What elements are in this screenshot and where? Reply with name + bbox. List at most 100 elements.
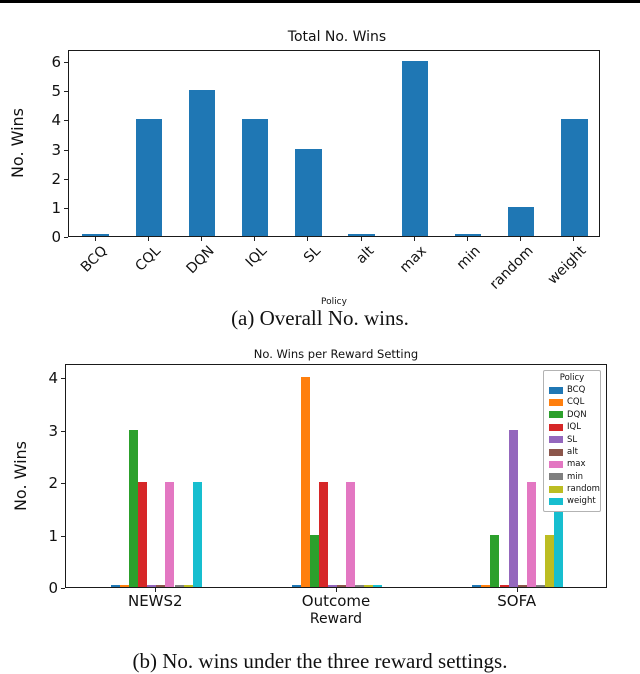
x-tick-label: weight [545, 243, 590, 288]
x-tick-label: Outcome [301, 592, 371, 610]
bar-Outcome-CQL [300, 377, 310, 587]
legend-label: SL [567, 434, 578, 445]
bar-Outcome-alt [337, 585, 347, 587]
legend-swatch-CQL [549, 399, 563, 407]
bar-SOFA-SL [508, 429, 518, 587]
bar-min [454, 234, 482, 236]
bar-NEWS2-random [183, 585, 193, 587]
x-tick-mark [147, 237, 149, 241]
y-tick-label: 6 [51, 53, 61, 71]
legend-label: alt [567, 446, 578, 457]
bar-NEWS2-max [165, 482, 175, 587]
legend-row: SL [544, 434, 600, 446]
bar-random [507, 206, 535, 236]
top-rule [0, 0, 640, 3]
bar-SOFA-CQL [481, 585, 491, 587]
x-tick-mark [155, 588, 157, 592]
y-tick-label: 0 [51, 228, 61, 246]
legend-swatch-alt [549, 448, 563, 456]
chart-b-plot-area [65, 364, 607, 588]
bar-Outcome-max [346, 482, 356, 587]
bar-Outcome-DQN [309, 534, 319, 587]
x-tick-mark [360, 237, 362, 241]
y-tick-mark [64, 91, 68, 93]
y-tick-label: 0 [48, 579, 58, 597]
bar-NEWS2-alt [156, 585, 166, 587]
legend-row: min [544, 471, 600, 483]
bar-NEWS2-CQL [119, 585, 129, 587]
x-tick-label: CQL [132, 243, 165, 275]
bar-NEWS2-weight [192, 482, 202, 587]
x-tick-mark [336, 588, 337, 592]
x-tick-label: BCQ [78, 243, 111, 276]
y-tick-mark [64, 237, 68, 238]
y-tick-label: 5 [51, 82, 61, 101]
bar-Outcome-SL [327, 585, 337, 587]
y-tick-label: 3 [51, 140, 61, 159]
y-tick-mark [61, 378, 65, 379]
legend-title: Policy [559, 373, 585, 383]
chart-a-plot-area [68, 50, 600, 237]
legend-label: min [567, 471, 584, 482]
legend-label: max [567, 459, 586, 470]
chart-b-xlabel: Reward [309, 611, 363, 627]
bar-CQL [135, 119, 163, 236]
y-tick-mark [61, 535, 65, 537]
y-tick-label: 3 [48, 421, 58, 440]
legend-swatch-random [549, 485, 563, 493]
bar-Outcome-BCQ [291, 585, 301, 587]
x-tick-label: max [397, 243, 431, 276]
x-tick-label: IQL [242, 243, 271, 271]
y-tick-mark [64, 62, 68, 63]
legend-row: IQL [544, 421, 600, 433]
bar-NEWS2-DQN [129, 429, 139, 587]
x-tick-mark [413, 237, 415, 241]
y-tick-label: 1 [51, 198, 61, 217]
bar-SOFA-alt [517, 585, 527, 587]
bar-Outcome-random [364, 585, 374, 587]
legend-label: CQL [567, 397, 585, 408]
legend-label: weight [567, 496, 596, 507]
y-tick-mark [61, 483, 65, 484]
bar-SOFA-min [535, 585, 545, 587]
x-tick-mark [201, 237, 202, 241]
legend-label: BCQ [567, 384, 586, 395]
y-tick-label: 1 [48, 526, 58, 545]
y-tick-mark [61, 588, 65, 589]
bar-IQL [241, 119, 269, 236]
bar-SOFA-max [526, 482, 536, 587]
legend-label: random [567, 484, 600, 495]
legend-row: BCQ [544, 384, 600, 396]
legend-swatch-weight [549, 498, 563, 506]
chart-a-xlabel: Policy [321, 297, 347, 307]
x-tick-mark [94, 237, 96, 241]
x-tick-mark [307, 237, 309, 241]
x-tick-mark [467, 237, 468, 241]
x-tick-label: random [486, 243, 537, 293]
x-tick-mark [516, 588, 518, 592]
chart-a-title: Total No. Wins [287, 29, 387, 45]
bar-NEWS2-SL [147, 585, 157, 587]
y-tick-label: 2 [51, 169, 61, 188]
bar-Outcome-weight [373, 585, 383, 587]
legend-swatch-max [549, 461, 563, 469]
x-tick-label: min [453, 243, 484, 273]
legend-label: DQN [567, 409, 587, 420]
x-tick-label: SL [300, 243, 324, 267]
legend-swatch-IQL [549, 423, 563, 431]
legend-swatch-min [549, 473, 563, 481]
chart-b-title: No. Wins per Reward Setting [253, 347, 419, 361]
legend-row: max [544, 458, 600, 470]
bar-BCQ [82, 234, 109, 236]
bar-SOFA-IQL [499, 585, 509, 587]
bar-NEWS2-min [174, 585, 184, 587]
y-tick-label: 4 [51, 111, 61, 130]
legend-label: IQL [567, 422, 581, 433]
x-tick-label: alt [352, 243, 377, 268]
y-tick-mark [64, 178, 68, 180]
x-tick-label: DQN [183, 243, 218, 278]
y-tick-label: 4 [48, 369, 58, 387]
legend: Policy BCQ CQL DQN IQL SL alt max min random weig… [543, 370, 601, 512]
